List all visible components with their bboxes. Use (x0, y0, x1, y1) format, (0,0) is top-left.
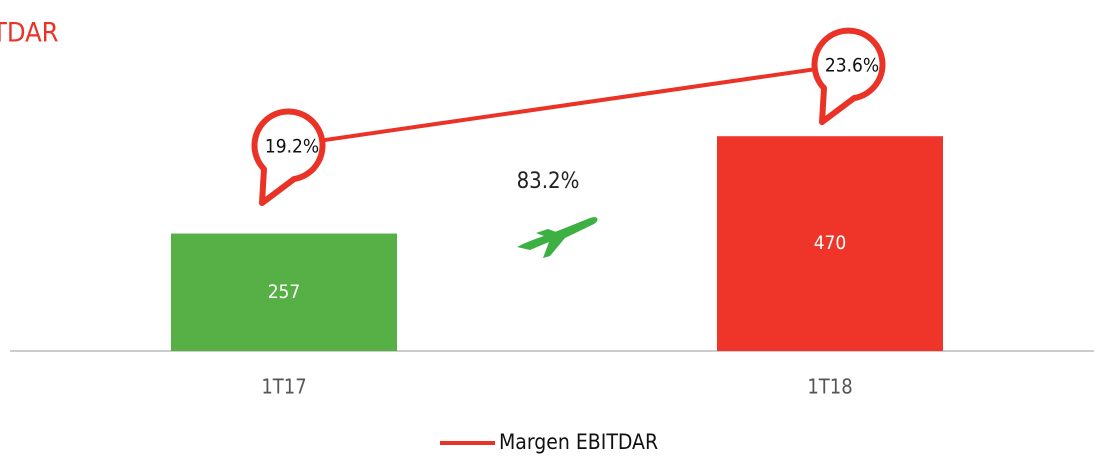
line (289, 62, 851, 148)
x-tick-label: 1T18 (807, 375, 852, 399)
line-value-label: 23.6% (825, 55, 879, 77)
chart-title: TDAR (0, 18, 59, 49)
line-value-label: 19.2% (265, 136, 319, 158)
bar-value-label: 470 (814, 232, 847, 254)
legend-label: Margen EBITDAR (499, 430, 658, 454)
bar (717, 136, 943, 351)
line-marker (811, 27, 886, 126)
growth-annotation: 83.2% (517, 169, 580, 194)
plane-icon (517, 217, 598, 258)
bar-value-label: 257 (268, 281, 301, 303)
bar (171, 233, 397, 351)
line-marker (251, 108, 326, 207)
x-tick-label: 1T17 (261, 375, 306, 399)
